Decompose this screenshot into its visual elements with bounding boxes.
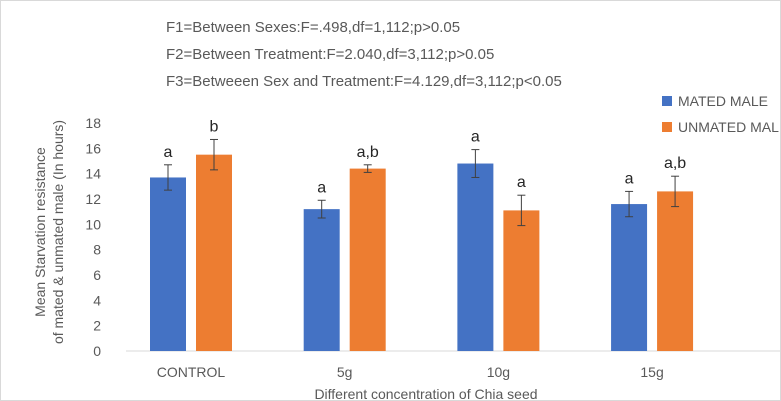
bar-mated-1 [303, 209, 340, 351]
x-axis-ticks: CONTROL 5g 10g 15g [157, 364, 664, 380]
y-tick-label: 14 [85, 166, 101, 182]
bar-marks [150, 154, 694, 351]
legend-swatch-0 [662, 96, 672, 106]
bar-unmated-0 [196, 154, 232, 351]
significance-labels: a b a a,b a a a a,b [164, 118, 687, 196]
x-tick-label: 10g [487, 364, 510, 380]
significance-label: a [471, 129, 480, 146]
bar-mated-2 [457, 163, 494, 351]
y-tick-label: 18 [85, 115, 101, 131]
y-tick-label: 16 [85, 140, 101, 156]
significance-label: a [164, 144, 173, 161]
significance-label: a [517, 174, 526, 191]
legend: MATED MALE UNMATED MALE [662, 93, 780, 135]
annotation-f2: F2=Between Treatment:F=2.040,df=3,112;p>… [166, 46, 494, 63]
x-axis-title: Different concentration of Chia seed [314, 386, 537, 400]
legend-label-0: MATED MALE [678, 93, 768, 109]
significance-label: a,b [664, 155, 686, 172]
y-axis-title: Mean Starvation resistance of mated & un… [32, 120, 66, 344]
y-tick-label: 2 [93, 318, 101, 334]
y-axis-title-line-2: of mated & unmated male (In hours) [50, 120, 66, 344]
significance-label: b [210, 118, 219, 135]
legend-label-1: UNMATED MALE [678, 119, 780, 135]
bar-mated-0 [150, 177, 186, 351]
x-tick-label: 15g [640, 364, 663, 380]
y-tick-label: 12 [85, 191, 101, 207]
annotation-f1: F1=Between Sexes:F=.498,df=1,112;p>0.05 [166, 19, 460, 36]
significance-label: a [317, 179, 326, 196]
bar-mated-3 [611, 204, 648, 351]
error-bars [164, 138, 680, 227]
legend-swatch-1 [662, 122, 672, 132]
y-tick-label: 0 [93, 343, 101, 359]
bar-unmated-1 [349, 168, 386, 351]
y-tick-label: 8 [93, 242, 101, 258]
y-axis-title-line-1: Mean Starvation resistance [32, 147, 48, 317]
x-tick-label: 5g [337, 364, 353, 380]
significance-label: a,b [357, 144, 379, 161]
x-tick-label: CONTROL [157, 364, 226, 380]
y-tick-label: 10 [85, 216, 101, 232]
y-axis-ticks: 0 2 4 6 8 10 12 14 16 18 [85, 115, 101, 359]
annotation-f3: F3=Betweeen Sex and Treatment:F=4.129,df… [166, 73, 562, 90]
y-tick-label: 4 [93, 292, 101, 308]
bar-unmated-2 [503, 210, 540, 351]
bar-unmated-3 [657, 191, 694, 351]
y-tick-label: 6 [93, 267, 101, 283]
significance-label: a [625, 170, 634, 187]
statistics-annotations: F1=Between Sexes:F=.498,df=1,112;p>0.05 … [166, 19, 562, 90]
